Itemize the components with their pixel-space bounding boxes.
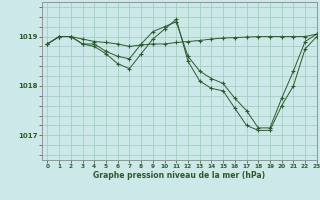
X-axis label: Graphe pression niveau de la mer (hPa): Graphe pression niveau de la mer (hPa) — [93, 171, 265, 180]
